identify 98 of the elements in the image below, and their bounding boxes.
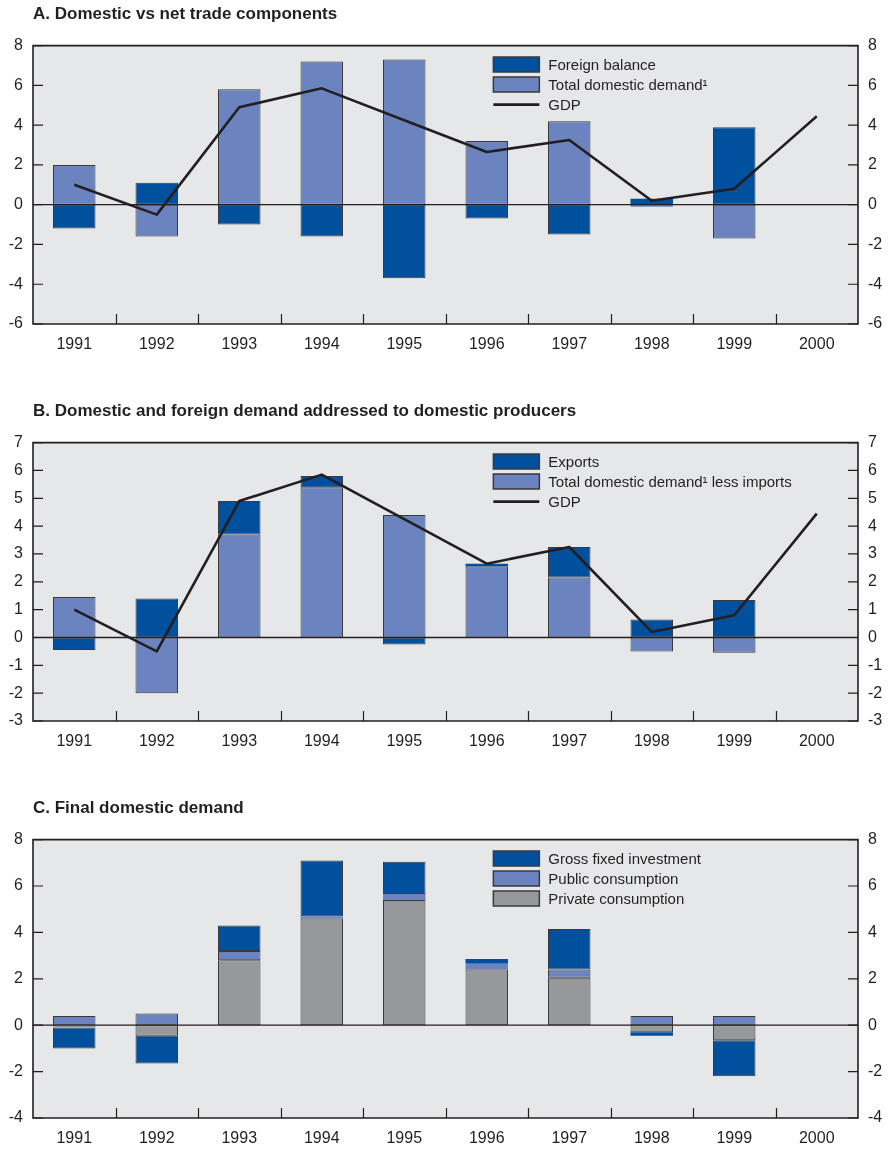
y-tick-label: 4 xyxy=(14,516,24,534)
x-tick-label: 1991 xyxy=(56,1129,93,1147)
x-tick-label: 1994 xyxy=(303,732,340,750)
legend-label: Gross fixed investment xyxy=(548,849,702,867)
x-tick-label: 1999 xyxy=(716,732,753,750)
x-tick-label: 1993 xyxy=(221,1129,258,1147)
bar xyxy=(383,894,426,900)
x-tick-label: 1995 xyxy=(386,335,423,353)
x-tick-label: 1995 xyxy=(386,1129,423,1147)
legend-label: Total domestic demand¹ less imports xyxy=(548,472,792,490)
y2-tick-label: -2 xyxy=(868,1062,883,1080)
y-tick-label: -3 xyxy=(8,711,24,729)
x-tick-label: 1991 xyxy=(56,732,93,750)
y2-tick-label: 4 xyxy=(868,516,877,534)
y-tick-label: 7 xyxy=(14,433,24,451)
y2-tick-label: -3 xyxy=(868,711,883,729)
x-tick-label: 1992 xyxy=(138,732,175,750)
y-tick-label: 6 xyxy=(14,460,24,478)
legend-label: GDP xyxy=(548,95,581,113)
y-tick-label: 4 xyxy=(14,115,24,133)
y2-tick-label: 8 xyxy=(868,830,877,848)
y-tick-label: 2 xyxy=(14,572,24,590)
y2-tick-label: 2 xyxy=(868,155,877,173)
x-tick-label: 1998 xyxy=(633,732,670,750)
y2-tick-label: 8 xyxy=(868,36,877,54)
x-tick-label: 2000 xyxy=(798,335,835,353)
y2-tick-label: 5 xyxy=(868,488,877,506)
x-tick-label: 2000 xyxy=(798,1129,835,1147)
legend-label: GDP xyxy=(548,492,581,510)
x-tick-label: 1999 xyxy=(716,335,753,353)
y2-tick-label: -2 xyxy=(868,683,883,701)
x-tick-label: 1996 xyxy=(468,1129,505,1147)
y2-tick-label: -2 xyxy=(868,234,883,252)
y-tick-label: -2 xyxy=(8,234,24,252)
y-tick-label: 8 xyxy=(14,36,24,54)
y2-tick-label: 3 xyxy=(868,544,877,562)
y2-tick-label: 0 xyxy=(868,1015,877,1033)
y-tick-label: -6 xyxy=(8,314,24,332)
x-tick-label: 1992 xyxy=(138,335,175,353)
y2-tick-label: 4 xyxy=(868,922,877,940)
y-tick-label: -2 xyxy=(8,683,24,701)
chart-title: A. Domestic vs net trade components xyxy=(33,4,338,24)
y2-tick-label: 0 xyxy=(868,195,877,213)
y-tick-label: 4 xyxy=(14,922,24,940)
x-tick-label: 1993 xyxy=(221,732,258,750)
y-tick-label: 0 xyxy=(14,1015,24,1033)
y2-tick-label: -4 xyxy=(868,274,883,292)
x-tick-label: 1993 xyxy=(221,335,258,353)
y2-tick-label: 6 xyxy=(868,460,877,478)
x-tick-label: 1999 xyxy=(716,1129,753,1147)
y-tick-label: -4 xyxy=(8,1108,24,1126)
y-tick-label: 6 xyxy=(14,75,24,93)
x-tick-label: 1996 xyxy=(468,335,505,353)
y2-tick-label: 0 xyxy=(868,627,877,645)
x-tick-label: 1997 xyxy=(551,732,588,750)
y2-tick-label: 1 xyxy=(868,600,877,618)
y2-tick-label: -1 xyxy=(868,655,883,673)
y-tick-label: 5 xyxy=(14,488,24,506)
x-tick-label: 2000 xyxy=(798,732,835,750)
y-tick-label: -2 xyxy=(8,1062,24,1080)
y2-tick-label: 7 xyxy=(868,433,877,451)
y-tick-label: -1 xyxy=(8,655,24,673)
x-tick-label: 1998 xyxy=(633,335,670,353)
legend-label: Total domestic demand¹ xyxy=(548,75,708,93)
y-tick-label: 2 xyxy=(14,155,24,173)
x-tick-label: 1992 xyxy=(138,1129,175,1147)
chart-title: C. Final domestic demand xyxy=(33,798,244,818)
y-tick-label: 8 xyxy=(14,830,24,848)
y2-tick-label: 2 xyxy=(868,969,877,987)
y-tick-label: 1 xyxy=(14,600,24,618)
y2-tick-label: -6 xyxy=(868,314,883,332)
y2-tick-label: 6 xyxy=(868,75,877,93)
y-tick-label: 0 xyxy=(14,195,24,213)
y2-tick-label: -4 xyxy=(868,1108,883,1126)
y-tick-label: 0 xyxy=(14,627,24,645)
x-tick-label: 1995 xyxy=(386,732,423,750)
y-tick-label: 3 xyxy=(14,544,24,562)
legend-label: Private consumption xyxy=(548,889,685,907)
chart-title: B. Domestic and foreign demand addressed to domestic producers xyxy=(33,401,577,421)
y2-tick-label: 4 xyxy=(868,115,877,133)
bar xyxy=(465,963,508,970)
x-tick-label: 1994 xyxy=(303,1129,340,1147)
x-tick-label: 1994 xyxy=(303,335,340,353)
legend-label: Exports xyxy=(548,452,600,470)
bar xyxy=(630,1032,673,1036)
x-tick-label: 1996 xyxy=(468,732,505,750)
y-tick-label: -4 xyxy=(8,274,24,292)
x-tick-label: 1997 xyxy=(551,335,588,353)
y-tick-label: 6 xyxy=(14,876,24,894)
x-tick-label: 1997 xyxy=(551,1129,588,1147)
x-tick-label: 1991 xyxy=(56,335,93,353)
legend-label: Public consumption xyxy=(548,869,679,887)
y2-tick-label: 2 xyxy=(868,572,877,590)
x-tick-label: 1998 xyxy=(633,1129,670,1147)
y-tick-label: 2 xyxy=(14,969,24,987)
y2-tick-label: 6 xyxy=(868,876,877,894)
bar xyxy=(465,959,508,964)
legend-label: Foreign balance xyxy=(548,55,656,73)
